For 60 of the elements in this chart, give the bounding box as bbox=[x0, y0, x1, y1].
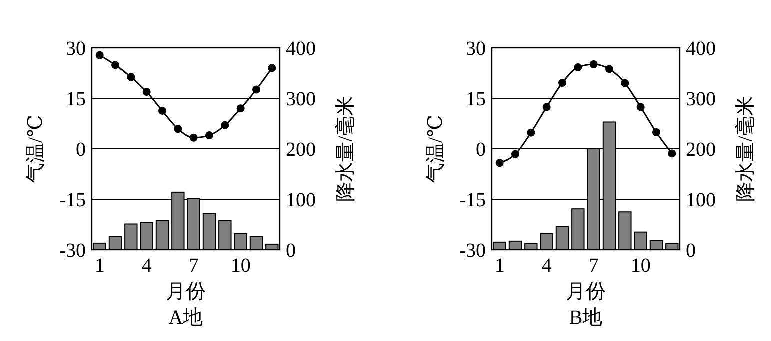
x-tick-label: 7 bbox=[188, 255, 199, 277]
point bbox=[221, 121, 230, 130]
y2-tick-label: 100 bbox=[686, 190, 716, 212]
x-tick-label: 1 bbox=[494, 255, 505, 277]
point bbox=[542, 103, 551, 112]
point bbox=[496, 159, 504, 168]
point bbox=[252, 86, 260, 94]
point bbox=[606, 65, 614, 74]
y-tick-label: 30 bbox=[466, 38, 486, 60]
y2-tick-label: 0 bbox=[686, 240, 696, 262]
point bbox=[558, 79, 566, 88]
x-axis-title: 月份 bbox=[166, 281, 206, 303]
y-tick-label: 30 bbox=[66, 38, 86, 60]
y-tick-label: 15 bbox=[66, 88, 86, 110]
y2-axis-title: 降水量/毫米 bbox=[734, 96, 757, 202]
x-tick-label: 4 bbox=[142, 255, 152, 277]
point bbox=[142, 88, 151, 96]
y-tick-label: -30 bbox=[459, 240, 486, 262]
y-tick-label: -30 bbox=[59, 240, 86, 262]
y-tick-label: -15 bbox=[59, 190, 86, 212]
text: B地 bbox=[569, 307, 603, 329]
x-tick-label: 1 bbox=[94, 255, 105, 277]
y-axis-title: 气温/℃ bbox=[425, 115, 447, 183]
y-tick-label: -15 bbox=[459, 190, 486, 212]
y2-axis-title: 降水量/毫米 bbox=[334, 96, 357, 202]
x-tick-label: 4 bbox=[542, 255, 552, 277]
point bbox=[268, 64, 276, 72]
point bbox=[112, 61, 120, 70]
y-axis-title: 气温/℃ bbox=[25, 115, 47, 183]
point bbox=[512, 150, 520, 158]
y-tick-label: 0 bbox=[476, 139, 486, 161]
point bbox=[636, 103, 645, 112]
x-tick-label: 10 bbox=[630, 255, 651, 277]
point bbox=[527, 128, 536, 137]
x-tick-label: 10 bbox=[230, 255, 251, 277]
point bbox=[158, 106, 166, 115]
point bbox=[668, 150, 676, 158]
y2-tick-label: 200 bbox=[686, 139, 716, 161]
y-tick-label: 0 bbox=[76, 139, 86, 161]
y2-tick-label: 300 bbox=[286, 88, 316, 110]
point bbox=[190, 134, 198, 142]
y2-tick-label: 200 bbox=[286, 139, 316, 161]
point bbox=[127, 73, 136, 82]
point bbox=[236, 104, 245, 113]
y2-tick-label: 400 bbox=[686, 38, 716, 60]
point bbox=[206, 132, 214, 140]
y2-tick-label: 400 bbox=[286, 38, 316, 60]
x-tick-label: 7 bbox=[588, 255, 599, 277]
y-tick-label: 15 bbox=[466, 88, 486, 110]
point bbox=[652, 128, 660, 137]
point bbox=[590, 60, 598, 68]
point bbox=[174, 125, 182, 134]
text: A地 bbox=[168, 307, 204, 329]
point bbox=[574, 64, 582, 72]
point bbox=[96, 51, 104, 60]
point bbox=[621, 79, 630, 88]
y2-tick-label: 300 bbox=[686, 88, 716, 110]
x-axis-title: 月份 bbox=[566, 281, 606, 303]
y2-tick-label: 0 bbox=[286, 240, 296, 262]
y2-tick-label: 100 bbox=[286, 190, 316, 212]
